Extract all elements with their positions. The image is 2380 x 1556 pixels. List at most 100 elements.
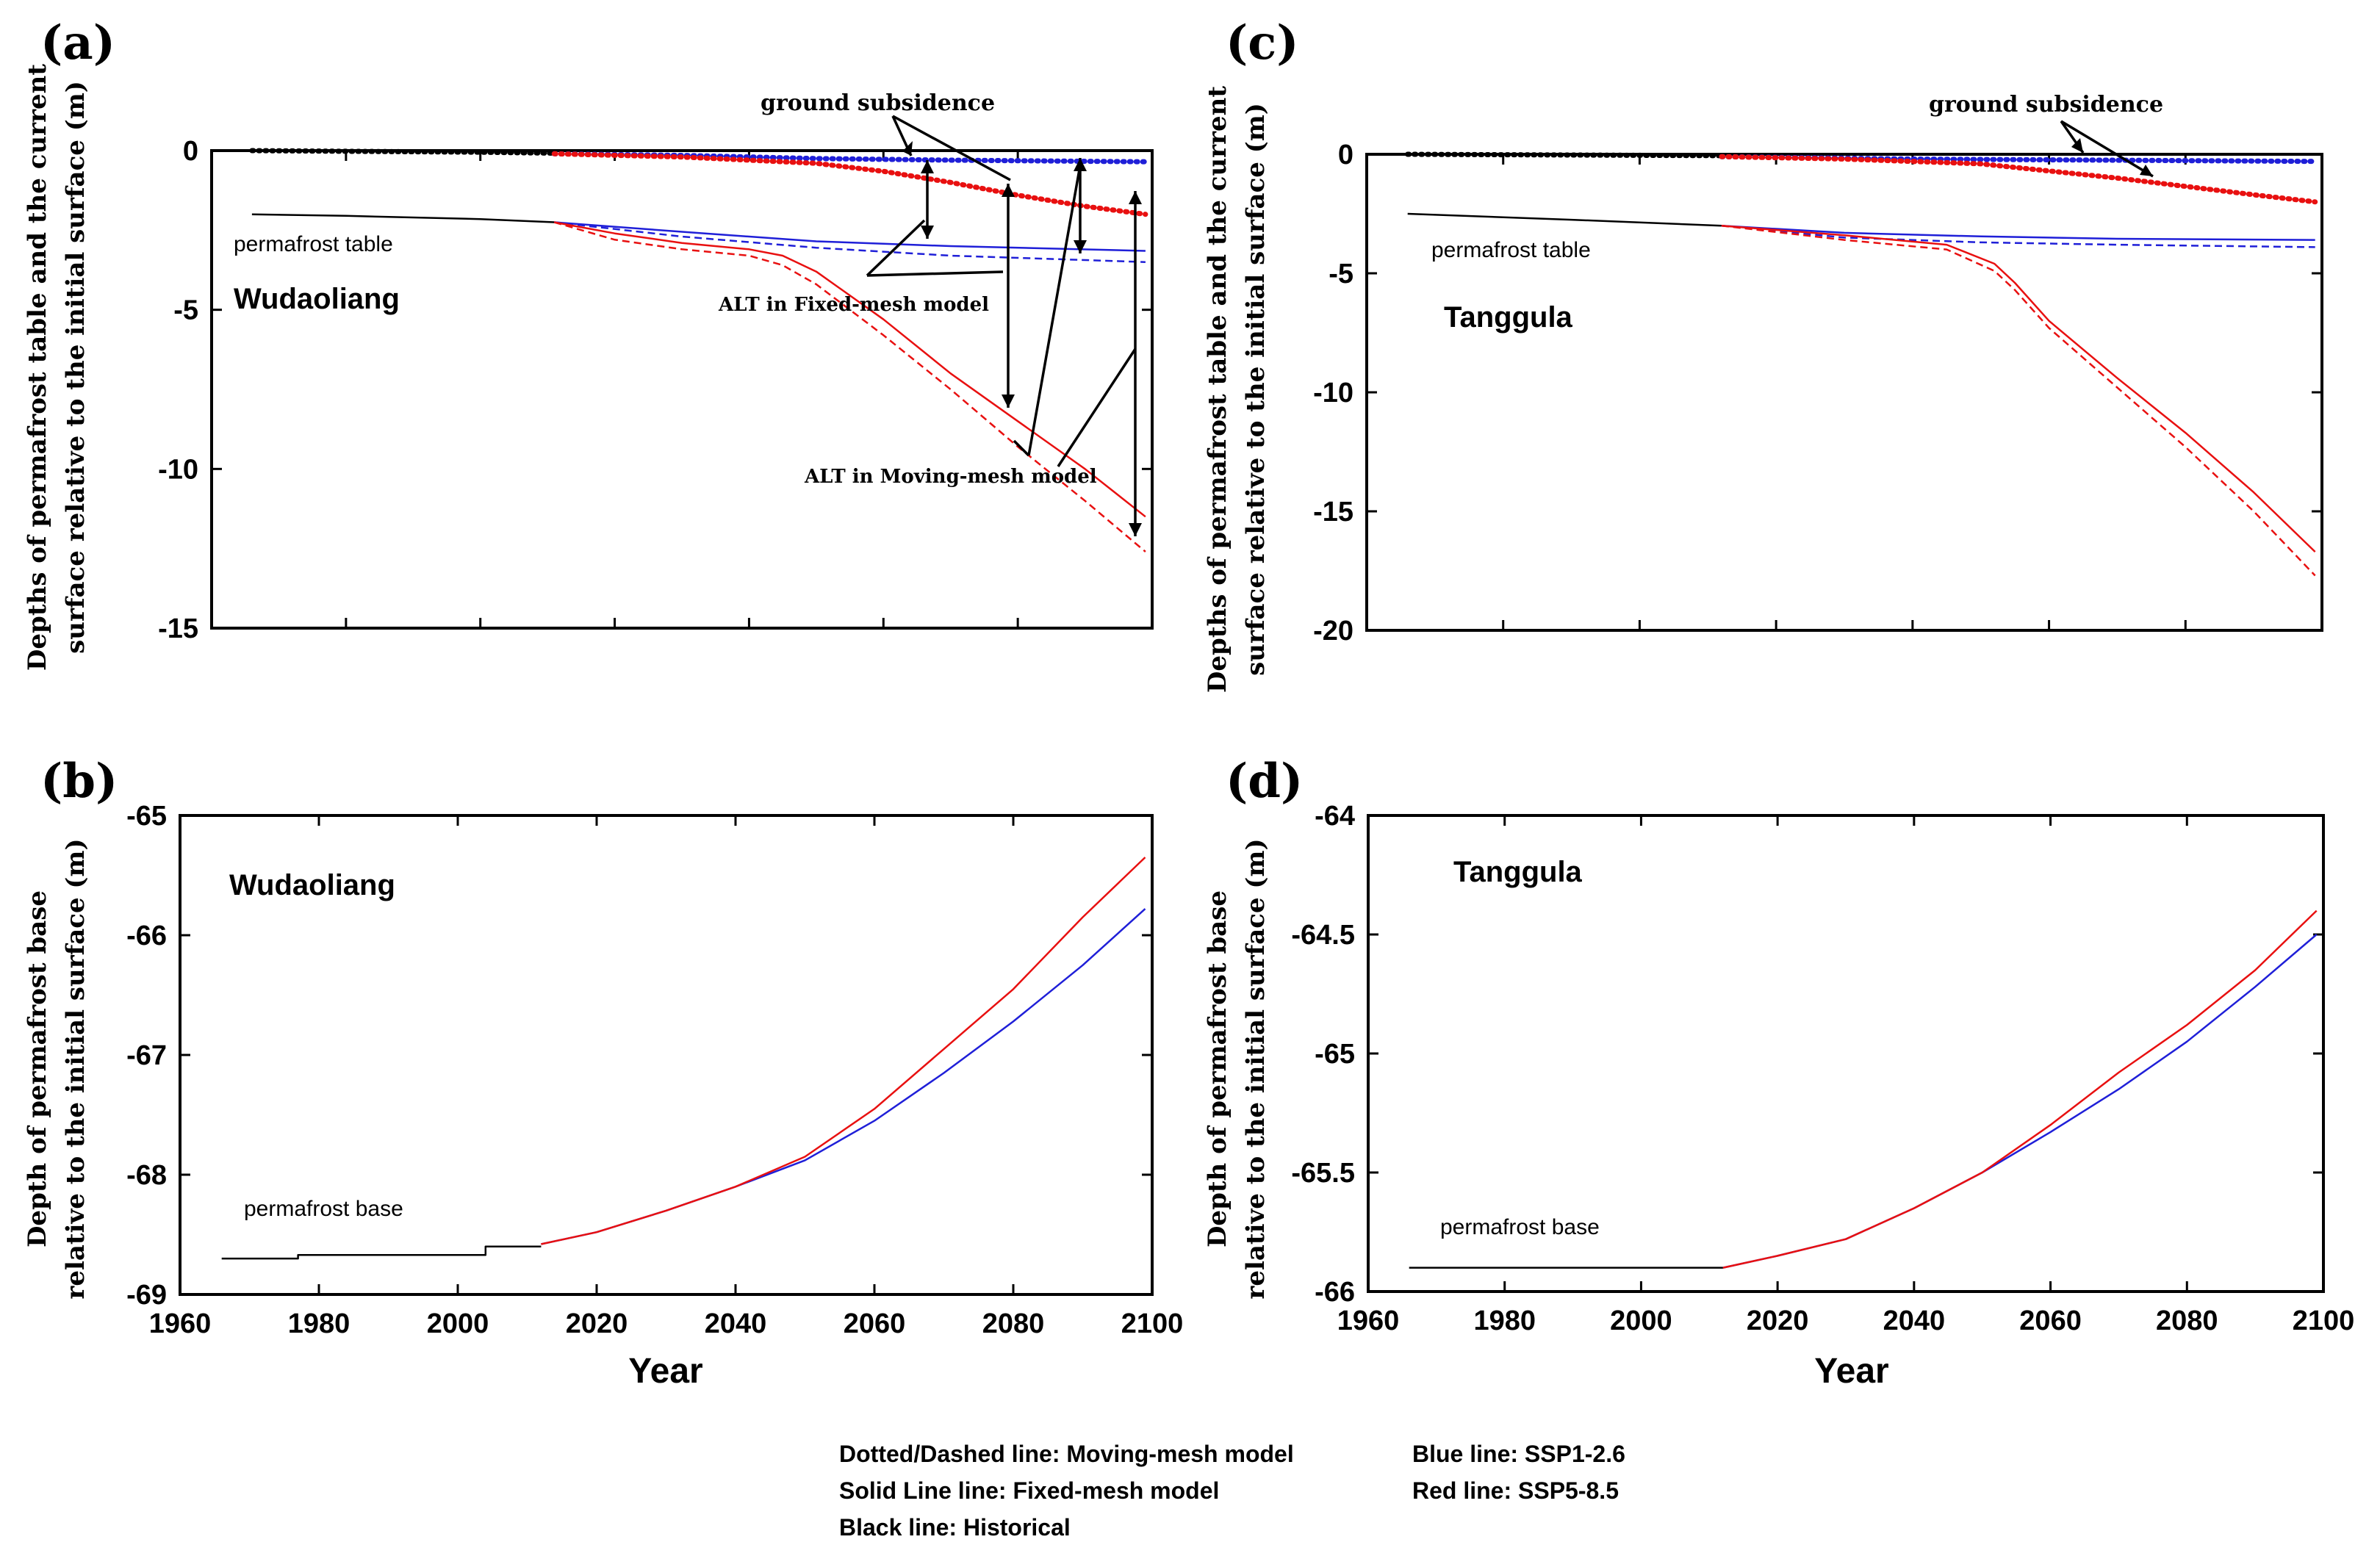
site-label-d: Tanggula bbox=[1453, 856, 1583, 888]
xtick-label: 1960 bbox=[1337, 1305, 1400, 1336]
ytick-label: -68 bbox=[126, 1160, 167, 1191]
panel-b-label: (b) bbox=[40, 754, 118, 809]
annotation-permafrost-base-d: permafrost base bbox=[1440, 1215, 1600, 1239]
series-ssp126-table-fixed bbox=[1721, 224, 2315, 241]
xtick-label: 2000 bbox=[427, 1308, 489, 1339]
panel-d-label: (d) bbox=[1226, 754, 1303, 809]
xtick-label: 2020 bbox=[566, 1308, 628, 1339]
arrowhead bbox=[1002, 184, 1015, 197]
series-ssp585-table-moving bbox=[553, 221, 1146, 552]
legend-historical: Black line: Historical bbox=[839, 1514, 1071, 1541]
series-ssp585-base bbox=[541, 857, 1146, 1245]
series-hist-surface bbox=[249, 148, 557, 156]
site-label-b: Wudaoliang bbox=[229, 869, 395, 901]
legend-ssp585: Red line: SSP5-8.5 bbox=[1412, 1477, 1619, 1504]
arrow-alt-moving-3 bbox=[1057, 348, 1137, 467]
panel-a-ticks: 0 -5 -10 -15 bbox=[158, 136, 1154, 644]
annotation-permafrost-table-c: permafrost table bbox=[1431, 238, 1591, 262]
arrowhead bbox=[2140, 165, 2153, 176]
panel-a-plot-area bbox=[210, 149, 1154, 630]
xtick-label: 2080 bbox=[2156, 1305, 2218, 1336]
ytick-label: -15 bbox=[1313, 497, 1353, 527]
xtick-label: 1980 bbox=[288, 1308, 350, 1339]
arrow-alt-fixed-2 bbox=[866, 270, 1004, 277]
panel-c: (c) Depths of permafrost table and the c… bbox=[1203, 15, 2323, 693]
arrowhead bbox=[1002, 395, 1015, 408]
ytick-label: -69 bbox=[126, 1280, 167, 1311]
panel-a: (a) Depths of permafrost table and the c… bbox=[23, 15, 1154, 671]
annotation-permafrost-table-a: permafrost table bbox=[234, 232, 393, 256]
series-ssp126-base bbox=[1722, 934, 2318, 1269]
series-ssp585-table-fixed bbox=[554, 221, 1146, 518]
arrowhead bbox=[902, 141, 913, 156]
series-hist-surface bbox=[1405, 151, 1725, 159]
ytick-label: -65.5 bbox=[1291, 1158, 1355, 1189]
panel-d: (d) Depth of permafrost base relative to… bbox=[1203, 754, 2354, 1391]
xtick-label: 2080 bbox=[982, 1308, 1045, 1339]
arrow-subsidence-2 bbox=[892, 115, 1011, 181]
annotation-permafrost-base-b: permafrost base bbox=[244, 1197, 403, 1221]
xtick-label: 2040 bbox=[1883, 1305, 1946, 1336]
series-ssp585-surface bbox=[1719, 154, 2318, 205]
annotation-alt-moving: ALT in Moving-mesh model bbox=[804, 466, 1097, 488]
panel-d-xlabel: Year bbox=[1814, 1352, 1888, 1391]
ytick-label: -66 bbox=[126, 921, 167, 951]
ytick-label: 0 bbox=[183, 136, 198, 167]
ytick-label: -10 bbox=[1313, 378, 1353, 408]
xtick-label: 2020 bbox=[1747, 1305, 1809, 1336]
panel-c-annotations: ground subsidence permafrost table Tangg… bbox=[1431, 92, 2163, 334]
panel-b-ylabel-line2: relative to the initial surface (m) bbox=[61, 838, 90, 1299]
ytick-label: 0 bbox=[1338, 140, 1353, 170]
ytick-label: -5 bbox=[1329, 259, 1353, 289]
arrowhead bbox=[1129, 191, 1142, 204]
ytick-label: -10 bbox=[158, 454, 198, 485]
panel-c-plot-area bbox=[1365, 153, 2323, 632]
panel-a-series bbox=[249, 148, 1148, 552]
annotation-ground-subsidence-a: ground subsidence bbox=[761, 90, 995, 116]
ytick-label: -67 bbox=[126, 1040, 167, 1071]
annotation-alt-fixed: ALT in Fixed-mesh model bbox=[718, 294, 989, 316]
xtick-label: 2040 bbox=[705, 1308, 767, 1339]
site-label-c: Tanggula bbox=[1444, 301, 1573, 334]
ytick-label: -15 bbox=[158, 613, 198, 644]
series-ssp126-table-fixed bbox=[554, 221, 1146, 252]
panel-c-label: (c) bbox=[1226, 15, 1299, 71]
arrow-subsidence-c2 bbox=[2060, 120, 2154, 178]
ytick-label: -65 bbox=[126, 801, 167, 832]
xtick-label: 2100 bbox=[1121, 1308, 1184, 1339]
series-ssp585-table-fixed bbox=[1721, 224, 2316, 552]
panel-a-annotations: ground subsidence permafrost table Wudao… bbox=[234, 90, 1142, 536]
arrow-alt-moving-2 bbox=[1013, 439, 1030, 457]
arrowhead bbox=[1074, 240, 1087, 253]
panel-d-series bbox=[1409, 910, 2318, 1269]
ytick-label: -66 bbox=[1315, 1277, 1355, 1308]
site-label-a: Wudaoliang bbox=[234, 283, 400, 315]
arrowhead bbox=[1129, 523, 1142, 536]
series-ssp585-table-moving bbox=[1721, 224, 2316, 577]
arrowhead bbox=[2071, 138, 2083, 153]
series-hist-table bbox=[1407, 212, 1722, 227]
panel-b: (b) Depth of permafrost base relative to… bbox=[23, 754, 1183, 1391]
series-hist-base bbox=[221, 1245, 542, 1260]
xtick-label: 2100 bbox=[2293, 1305, 2355, 1336]
panel-a-ylabel-line1: Depths of permafrost table and the curre… bbox=[23, 64, 52, 671]
ytick-label: -5 bbox=[173, 295, 198, 326]
ytick-label: -64.5 bbox=[1291, 920, 1355, 951]
xtick-label: 2060 bbox=[844, 1308, 906, 1339]
legend-fixed-mesh: Solid Line line: Fixed-mesh model bbox=[839, 1477, 1219, 1504]
panel-b-ylabel-line1: Depth of permafrost base bbox=[23, 890, 52, 1247]
panel-c-series bbox=[1405, 151, 2318, 577]
panel-c-ylabel-line2: surface relative to the initial surface … bbox=[1241, 103, 1270, 676]
legend-moving-mesh: Dotted/Dashed line: Moving-mesh model bbox=[839, 1441, 1294, 1467]
panel-a-ylabel-line2: surface relative to the initial surface … bbox=[61, 81, 90, 654]
arrowhead bbox=[1074, 158, 1087, 171]
panel-c-ticks: 0 -5 -10 -15 -20 bbox=[1313, 140, 2323, 646]
series-ssp585-base bbox=[1722, 910, 2318, 1269]
panel-d-ylabel-line2: relative to the initial surface (m) bbox=[1241, 838, 1270, 1299]
panel-d-ylabel-line1: Depth of permafrost base bbox=[1203, 890, 1232, 1247]
ytick-label: -64 bbox=[1315, 801, 1355, 832]
legend: Dotted/Dashed line: Moving-mesh model So… bbox=[839, 1441, 1625, 1541]
arrow-alt-moving-1 bbox=[1027, 165, 1082, 456]
xtick-label: 2060 bbox=[2019, 1305, 2082, 1336]
